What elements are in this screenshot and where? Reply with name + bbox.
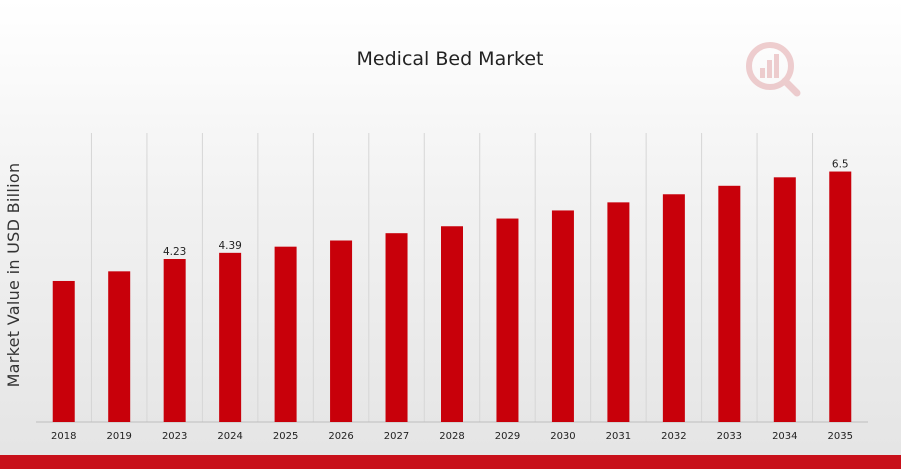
x-tick-label: 2029 [495,431,520,442]
bar-2023 [163,259,186,422]
bars [52,171,852,422]
x-tick-label: 2033 [717,431,742,442]
x-tick-label: 2024 [217,431,242,442]
grid-lines [90,133,814,422]
bar-2019 [108,271,131,422]
x-tick-label: 2032 [661,431,686,442]
data-label: 4.39 [218,240,241,252]
bar-2033 [718,185,741,422]
bar-2029 [496,218,519,422]
x-tick-label: 2025 [273,431,298,442]
bar-2026 [330,240,353,422]
x-tick-label: 2035 [828,431,853,442]
data-label: 6.5 [832,159,849,171]
analytics-magnifier-logo-icon [746,42,801,97]
bar-2028 [441,226,463,422]
x-tick-label: 2018 [51,431,76,442]
bar-2024 [219,252,242,422]
x-tick-label: 2019 [106,431,131,442]
data-labels: 4.23 4.39 6.5 [163,159,849,258]
bar-2031 [607,202,630,422]
y-axis-label: Market Value in USD Billion [4,163,23,388]
chart-title: Medical Bed Market [357,48,544,70]
x-tick-label: 2028 [439,431,464,442]
x-tick-label: 2026 [328,431,353,442]
bar-2030 [551,210,574,422]
x-tick-label: 2030 [550,431,575,442]
bar-2027 [385,233,408,422]
x-tick-label: 2034 [772,431,797,442]
bar-2025 [274,246,297,422]
data-label: 4.23 [163,246,186,258]
bar-2035 [829,171,852,422]
bottom-accent-band [0,455,901,469]
x-tick-label: 2023 [162,431,187,442]
x-tick-label: 2031 [606,431,631,442]
bar-2032 [662,194,685,422]
x-tick-labels: 2018 2019 2023 2024 2025 2026 2027 2028 2029 2030… [51,431,853,442]
x-tick-label: 2027 [384,431,409,442]
bar-2034 [773,177,796,422]
bar-2018 [52,280,75,422]
